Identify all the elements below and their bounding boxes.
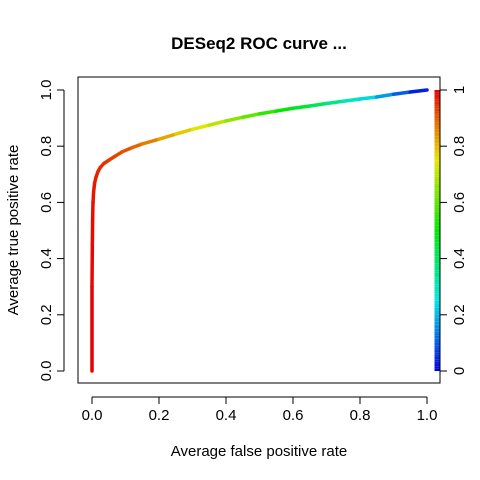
y-tick-label: 1.0 — [38, 80, 55, 101]
x-tick-label: 0.2 — [149, 407, 170, 424]
colorbar-tick-label: 0.2 — [451, 304, 468, 325]
roc-curve-segment — [207, 119, 228, 127]
y-tick-label: 0.4 — [38, 248, 55, 269]
colorbar-tick-label: 0.4 — [451, 248, 468, 269]
x-tick-label: 0.0 — [82, 407, 103, 424]
roc-curve-segment — [308, 101, 329, 108]
roc-curve-segment — [157, 132, 178, 141]
roc-curve-segment — [274, 106, 295, 113]
x-tick-label: 0.6 — [283, 407, 304, 424]
x-tick-label: 1.0 — [417, 407, 438, 424]
colorbar-tick-label: 0.6 — [451, 192, 468, 213]
roc-curve-segment — [257, 109, 278, 116]
roc-curve-segment — [408, 88, 429, 94]
x-axis-label: Average false positive rate — [171, 443, 348, 460]
y-tick-label: 0.0 — [38, 361, 55, 382]
roc-curve-segment — [140, 137, 161, 146]
plot-frame — [77, 76, 441, 384]
roc-curve-segment — [91, 189, 96, 205]
colorbar-tick-label: 0 — [451, 367, 468, 375]
colorbar-tick-label: 1 — [451, 86, 468, 94]
y-tick-label: 0.6 — [38, 192, 55, 213]
roc-curve-segment — [130, 142, 144, 150]
y-axis-label: Average true positive rate — [5, 145, 22, 316]
roc-curve-segment — [120, 145, 134, 154]
chart-title: DESeq2 ROC curve ... — [171, 34, 347, 53]
roc-curve-segment — [391, 90, 412, 96]
roc-curve-segment — [174, 127, 195, 136]
y-tick-label: 0.2 — [38, 304, 55, 325]
roc-curve-segment — [291, 104, 312, 111]
roc-curve-segment — [241, 112, 262, 120]
x-tick-label: 0.8 — [350, 407, 371, 424]
x-tick-label: 0.4 — [216, 407, 237, 424]
colorbar-tick-label: 0.8 — [451, 136, 468, 157]
roc-curve-segment — [358, 95, 379, 101]
roc-curve-segment — [224, 115, 245, 123]
roc-curve-segment — [190, 123, 211, 132]
y-tick-label: 0.8 — [38, 136, 55, 157]
roc-curve-segment — [341, 97, 362, 103]
plot-area: 0.0 0.2 0.4 0.6 0.8 1.0 0.0 0.2 0.4 0.6 0.8 1.0 0 0.2… — [38, 76, 468, 424]
roc-curve-segment — [324, 99, 345, 106]
roc-curve-segment — [375, 92, 396, 99]
